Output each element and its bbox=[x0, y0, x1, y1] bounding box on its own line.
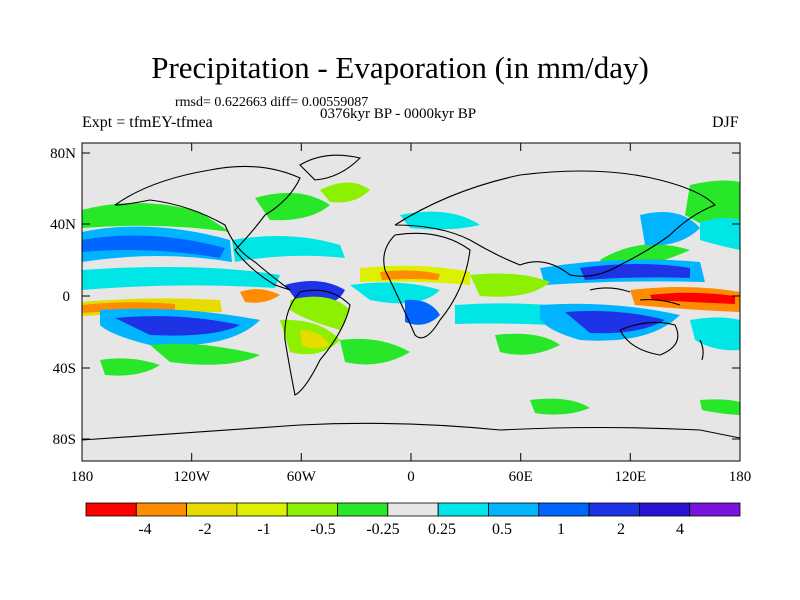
anomaly-region bbox=[240, 289, 280, 303]
anomaly-region bbox=[82, 235, 225, 258]
colorbar-label: -0.5 bbox=[310, 521, 335, 538]
lon-label: 60E bbox=[509, 469, 533, 485]
lon-label: 60W bbox=[287, 469, 317, 485]
colorbar-swatch bbox=[437, 502, 489, 517]
lon-label: 0 bbox=[407, 469, 415, 485]
anomaly-region bbox=[530, 398, 590, 415]
colorbar-label: 4 bbox=[676, 521, 684, 538]
anomaly-region bbox=[700, 217, 740, 250]
colorbar-swatch bbox=[588, 502, 640, 517]
lat-label: 0 bbox=[63, 289, 71, 305]
colorbar-swatch bbox=[387, 502, 439, 517]
anomaly-region bbox=[690, 317, 740, 351]
colorbar-label: -4 bbox=[138, 521, 151, 538]
colorbar-swatch bbox=[488, 502, 540, 517]
anomaly-region bbox=[405, 299, 440, 325]
anomaly-region bbox=[580, 264, 690, 280]
lon-label: 120E bbox=[614, 469, 646, 485]
anomaly-region bbox=[300, 330, 330, 349]
colorbar-label: 0.25 bbox=[428, 521, 456, 538]
colorbar-swatch bbox=[286, 502, 338, 517]
anomaly-region bbox=[100, 358, 160, 376]
lon-label: 180 bbox=[71, 469, 94, 485]
colorbar-label: 1 bbox=[557, 521, 565, 538]
colorbar bbox=[85, 502, 741, 517]
coastlines bbox=[82, 154, 740, 441]
anomaly-region bbox=[495, 333, 560, 355]
experiment-label: Expt = tfmEY-tfmea bbox=[82, 114, 213, 131]
anomaly-region bbox=[320, 182, 370, 203]
season-label: DJF bbox=[712, 114, 739, 131]
period-text: 0376kyr BP - 0000kyr BP bbox=[320, 106, 477, 122]
anomaly-region bbox=[340, 338, 410, 365]
anomaly-region bbox=[150, 343, 260, 365]
colorbar-swatch bbox=[186, 502, 238, 517]
anomaly-region bbox=[400, 211, 480, 230]
anomaly-field bbox=[82, 180, 740, 415]
colorbar-swatch bbox=[538, 502, 590, 517]
colorbar-swatch bbox=[85, 502, 137, 517]
colorbar-swatch bbox=[639, 502, 691, 517]
anomaly-region bbox=[470, 273, 550, 297]
anomaly-region bbox=[115, 316, 240, 336]
anomaly-region bbox=[700, 399, 740, 415]
lat-label: 80N bbox=[50, 146, 76, 162]
lat-ticks bbox=[82, 152, 740, 440]
figure-title: Precipitation - Evaporation (in mm/day) bbox=[151, 50, 649, 85]
colorbar-label: -2 bbox=[198, 521, 211, 538]
colorbar-label: 0.5 bbox=[492, 521, 512, 538]
anomaly-region bbox=[565, 311, 665, 334]
lon-ticks bbox=[81, 143, 741, 461]
anomaly-region bbox=[82, 266, 280, 290]
lat-label: 40N bbox=[50, 217, 76, 233]
colorbar-label: -1 bbox=[257, 521, 270, 538]
colorbar-swatch bbox=[236, 502, 288, 517]
anomaly-region bbox=[350, 282, 440, 304]
colorbar-label: 2 bbox=[617, 521, 625, 538]
lon-label: 180 bbox=[729, 469, 752, 485]
colorbar-swatch bbox=[135, 502, 188, 517]
lat-label: 40S bbox=[53, 361, 76, 377]
anomaly-region bbox=[640, 211, 700, 246]
anomaly-region bbox=[255, 192, 330, 221]
lon-label: 120W bbox=[173, 469, 211, 485]
colorbar-swatch bbox=[689, 502, 741, 517]
anomaly-region bbox=[650, 292, 735, 304]
anomaly-region bbox=[290, 296, 350, 330]
anomaly-region bbox=[232, 236, 345, 262]
colorbar-label: -0.25 bbox=[366, 521, 399, 538]
colorbar-swatch bbox=[337, 502, 389, 517]
stats-text: rmsd= 0.622663 diff= 0.00559087 bbox=[175, 95, 369, 110]
anomaly-region bbox=[380, 270, 440, 280]
lat-label: 80S bbox=[53, 432, 76, 448]
